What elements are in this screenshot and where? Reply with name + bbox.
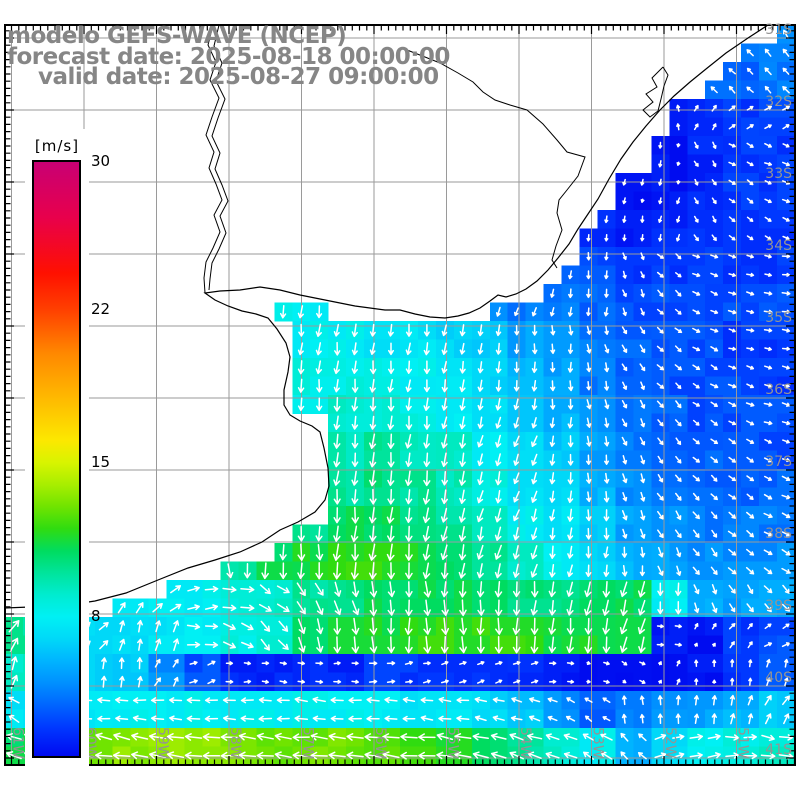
latitude-label: 39S: [765, 598, 792, 614]
river-line: [208, 24, 229, 291]
river-line: [406, 49, 586, 269]
latitude-label: 33S: [765, 166, 792, 182]
longitude-label: 57W: [300, 727, 316, 759]
wind-direction-arrows: [6, 29, 794, 761]
wind-arrow-field: [6, 29, 794, 761]
wind-speed-cells: [5, 25, 796, 766]
map-frame-and-ticks: [4, 24, 796, 766]
longitude-label: 53W: [590, 727, 606, 759]
tick-marks: [5, 25, 796, 765]
coastline-layer: [4, 24, 771, 609]
latitude-label: 34S: [765, 238, 792, 254]
colorbar-panel: [m/s] 30 22 15 8: [25, 129, 110, 766]
colorbar-tick-label: 15: [91, 452, 111, 471]
latitude-label: 32S: [765, 94, 792, 110]
latitude-label: 37S: [765, 454, 792, 470]
colorbar-tick-label: 30: [91, 152, 111, 170]
latitude-label: 40S: [765, 670, 792, 686]
river-line: [203, 24, 223, 294]
valid-date-line: valid date: 2025-08-27 09:00:00: [38, 64, 439, 90]
colorbar-unit-label: [m/s]: [34, 137, 80, 155]
forecast-date-line: forecast date: 2025-08-18 00:00:00: [7, 43, 450, 70]
gridline-path: [5, 25, 795, 765]
latitude-label: 41S: [765, 742, 792, 758]
latitude-label: 38S: [765, 526, 792, 542]
coastline: [4, 24, 771, 609]
latlon-gridlines: [5, 25, 795, 765]
colorbar-gradient: [32, 160, 81, 758]
river-line: [642, 66, 669, 118]
longitude-label: 61W: [10, 727, 26, 759]
longitude-label: 59W: [155, 727, 171, 759]
longitude-label: 55W: [445, 727, 461, 759]
longitude-label: 52W: [662, 727, 678, 759]
longitude-label: 51W: [735, 727, 751, 759]
longitude-label: 56W: [372, 727, 388, 759]
title-block: modelo GEFS-WAVE (NCEP) forecast date: 2…: [7, 23, 450, 90]
longitude-label: 58W: [227, 727, 243, 759]
map-border: [4, 24, 796, 766]
colorbar-tick-label: 8: [91, 607, 101, 625]
latitude-label: 31S: [765, 22, 792, 38]
colorbar-tick-label: 22: [91, 299, 111, 318]
latitude-label: 36S: [765, 382, 792, 398]
longitude-label: 54W: [517, 727, 533, 759]
model-title: modelo GEFS-WAVE (NCEP): [7, 23, 347, 49]
latitude-label: 35S: [765, 310, 792, 326]
